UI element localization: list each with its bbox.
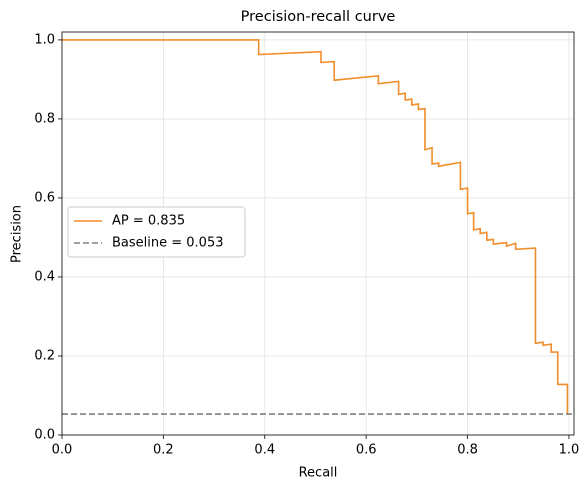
x-axis-label: Recall bbox=[299, 466, 338, 481]
y-tick-label: 1.0 bbox=[34, 32, 55, 47]
pr-curve bbox=[62, 39, 569, 415]
legend-label: AP = 0.835 bbox=[112, 214, 185, 229]
y-tick-label: 0.6 bbox=[34, 190, 55, 205]
chart-title: Precision-recall curve bbox=[241, 9, 396, 25]
axes-frame bbox=[61, 31, 575, 436]
y-axis-label: Precision bbox=[10, 205, 25, 263]
x-tick-label: 0.2 bbox=[153, 443, 174, 458]
x-tick-label: 0.8 bbox=[457, 443, 478, 458]
x-tick-label: 0.6 bbox=[356, 443, 377, 458]
legend-label: Baseline = 0.053 bbox=[112, 236, 224, 251]
y-tick-label: 0.0 bbox=[34, 428, 55, 443]
legend-box bbox=[67, 206, 246, 258]
y-tick-label: 0.4 bbox=[34, 269, 55, 284]
y-tick-label: 0.2 bbox=[34, 348, 55, 363]
x-tick-label: 1.0 bbox=[559, 443, 580, 458]
legend: AP = 0.835 Baseline = 0.053 bbox=[67, 206, 246, 258]
x-tick-label: 0.0 bbox=[52, 443, 73, 458]
x-tick-label: 0.4 bbox=[254, 443, 275, 458]
y-tick-label: 0.8 bbox=[34, 111, 55, 126]
